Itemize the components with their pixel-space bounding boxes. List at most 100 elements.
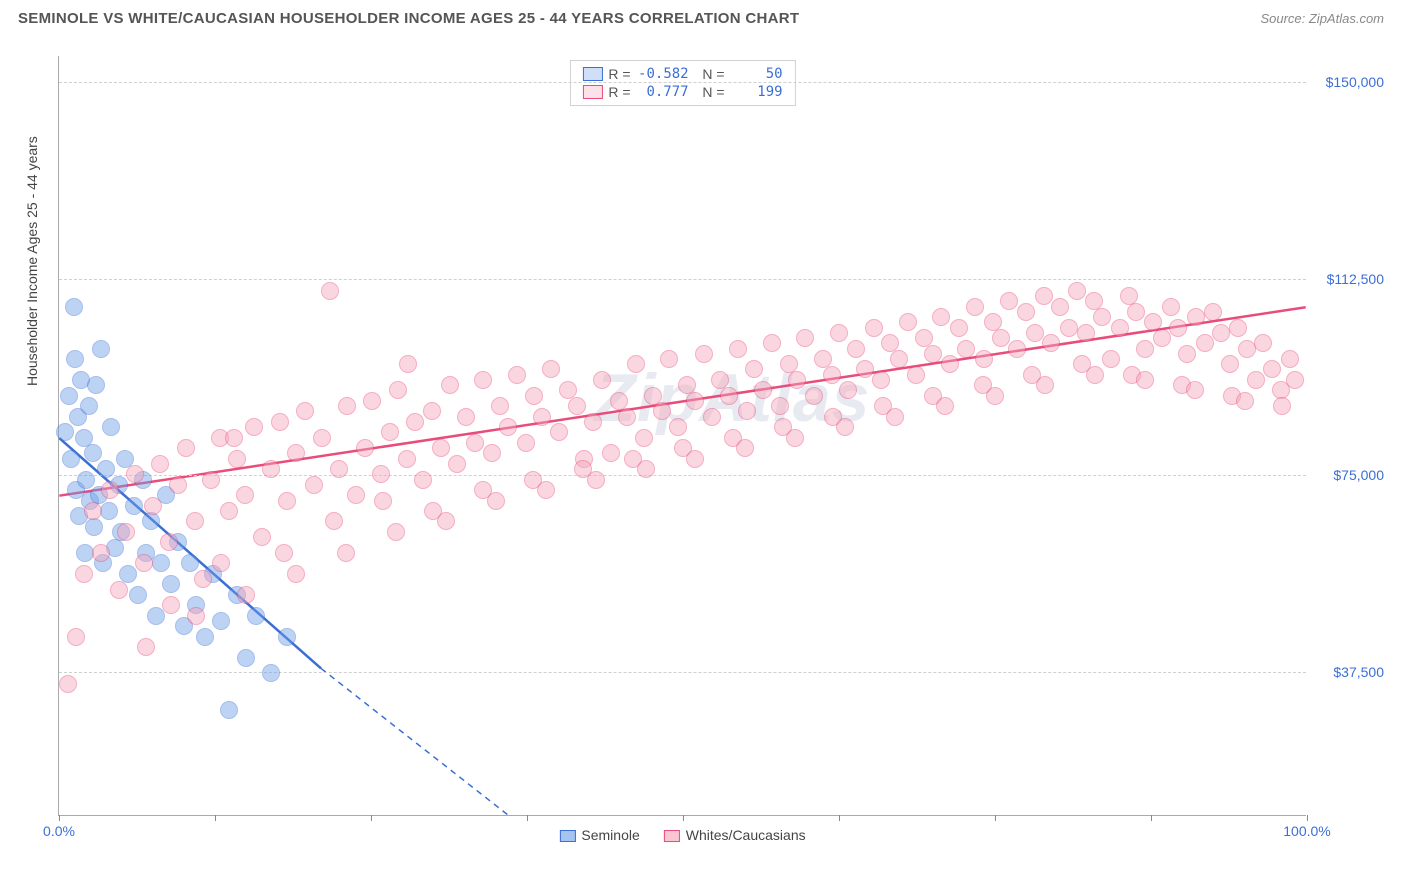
plot-area: ZipAtlas R =-0.582 N =50R =0.777 N =199 … [58, 56, 1306, 816]
legend-n-value: 50 [731, 66, 783, 82]
legend-item: Whites/Caucasians [664, 827, 806, 843]
data-point [162, 596, 180, 614]
data-point [372, 465, 390, 483]
data-point [337, 544, 355, 562]
data-point [1236, 392, 1254, 410]
data-point [186, 512, 204, 530]
legend-swatch [664, 830, 680, 842]
data-point [135, 554, 153, 572]
data-point [414, 471, 432, 489]
data-point [847, 340, 865, 358]
data-point [287, 565, 305, 583]
data-point [101, 481, 119, 499]
legend-n-label: N = [695, 84, 725, 100]
data-point [1204, 303, 1222, 321]
data-point [1093, 308, 1111, 326]
legend-swatch [582, 85, 602, 99]
data-point [992, 329, 1010, 347]
data-point [491, 397, 509, 415]
data-point [441, 376, 459, 394]
data-point [986, 387, 1004, 405]
data-point [550, 423, 568, 441]
data-point [356, 439, 374, 457]
data-point [669, 418, 687, 436]
data-point [796, 329, 814, 347]
data-point [60, 387, 78, 405]
data-point [736, 439, 754, 457]
data-point [245, 418, 263, 436]
data-point [1212, 324, 1230, 342]
data-point [1247, 371, 1265, 389]
data-point [381, 423, 399, 441]
data-point [738, 402, 756, 420]
data-point [237, 586, 255, 604]
data-point [1221, 355, 1239, 373]
data-point [125, 497, 143, 515]
data-point [1136, 340, 1154, 358]
data-point [653, 402, 671, 420]
data-point [423, 402, 441, 420]
data-point [137, 638, 155, 656]
data-point [87, 376, 105, 394]
data-point [406, 413, 424, 431]
data-point [100, 502, 118, 520]
y-tick-label: $37,500 [1333, 664, 1384, 680]
data-point [1286, 371, 1304, 389]
data-point [660, 350, 678, 368]
data-point [865, 319, 883, 337]
x-tick-label: 100.0% [1283, 823, 1330, 839]
data-point [225, 429, 243, 447]
data-point [271, 413, 289, 431]
data-point [587, 471, 605, 489]
data-point [389, 381, 407, 399]
data-point [347, 486, 365, 504]
x-tick [215, 815, 216, 821]
data-point [129, 586, 147, 604]
data-point [508, 366, 526, 384]
legend-swatch [559, 830, 575, 842]
data-point [537, 481, 555, 499]
data-point [1281, 350, 1299, 368]
trend-lines-layer [59, 56, 1306, 815]
legend-item: Seminole [559, 827, 639, 843]
data-point [950, 319, 968, 337]
data-point [75, 565, 93, 583]
legend-label: Whites/Caucasians [686, 827, 806, 843]
chart-title: SEMINOLE VS WHITE/CAUCASIAN HOUSEHOLDER … [18, 10, 799, 27]
data-point [212, 554, 230, 572]
data-point [1035, 287, 1053, 305]
data-point [247, 607, 265, 625]
data-point [196, 628, 214, 646]
data-point [253, 528, 271, 546]
legend-r-value: 0.777 [637, 84, 689, 100]
x-tick [371, 815, 372, 821]
data-point [907, 366, 925, 384]
data-point [1169, 319, 1187, 337]
data-point [432, 439, 450, 457]
data-point [1051, 298, 1069, 316]
data-point [924, 345, 942, 363]
data-point [1102, 350, 1120, 368]
data-point [593, 371, 611, 389]
data-point [202, 471, 220, 489]
data-point [932, 308, 950, 326]
data-point [97, 460, 115, 478]
data-point [941, 355, 959, 373]
source-attribution: Source: ZipAtlas.com [1260, 11, 1384, 26]
data-point [237, 649, 255, 667]
data-point [437, 512, 455, 530]
data-point [899, 313, 917, 331]
data-point [1187, 308, 1205, 326]
data-point [890, 350, 908, 368]
data-point [102, 418, 120, 436]
data-point [321, 282, 339, 300]
data-point [56, 423, 74, 441]
legend-r-value: -0.582 [637, 66, 689, 82]
data-point [936, 397, 954, 415]
data-point [92, 544, 110, 562]
data-point [220, 502, 238, 520]
data-point [788, 371, 806, 389]
data-point [1162, 298, 1180, 316]
data-point [278, 492, 296, 510]
data-point [325, 512, 343, 530]
